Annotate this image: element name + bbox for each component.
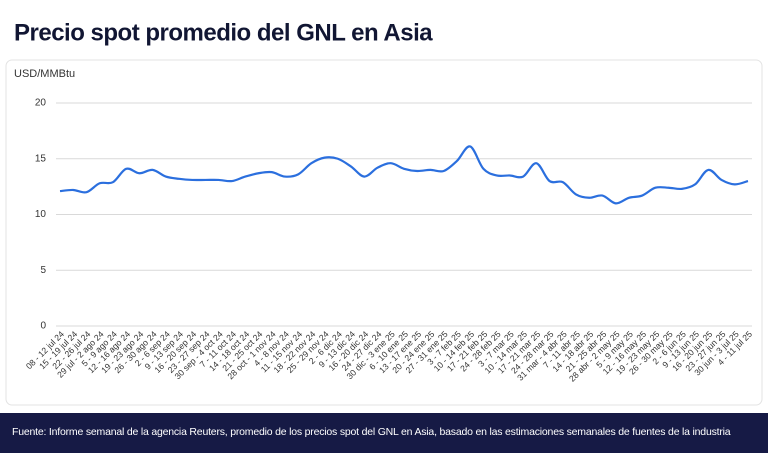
y-tick-label: 10: [35, 209, 47, 220]
footer: Fuente: Informe semanal de la agencia Re…: [0, 413, 768, 453]
source-note: Fuente: Informe semanal de la agencia Re…: [12, 426, 731, 438]
y-tick-label: 15: [35, 153, 47, 164]
y-tick-label: 20: [35, 98, 47, 109]
y-axis-label: USD/MMBtu: [14, 68, 75, 80]
chart-title: Precio spot promedio del GNL en Asia: [14, 19, 433, 46]
chart-frame: [5, 59, 763, 406]
chart: Precio spot promedio del GNL en Asia USD…: [5, 19, 763, 406]
y-tick-label: 5: [40, 265, 46, 276]
data-line: [59, 145, 749, 205]
y-tick-label: 0: [40, 321, 46, 332]
